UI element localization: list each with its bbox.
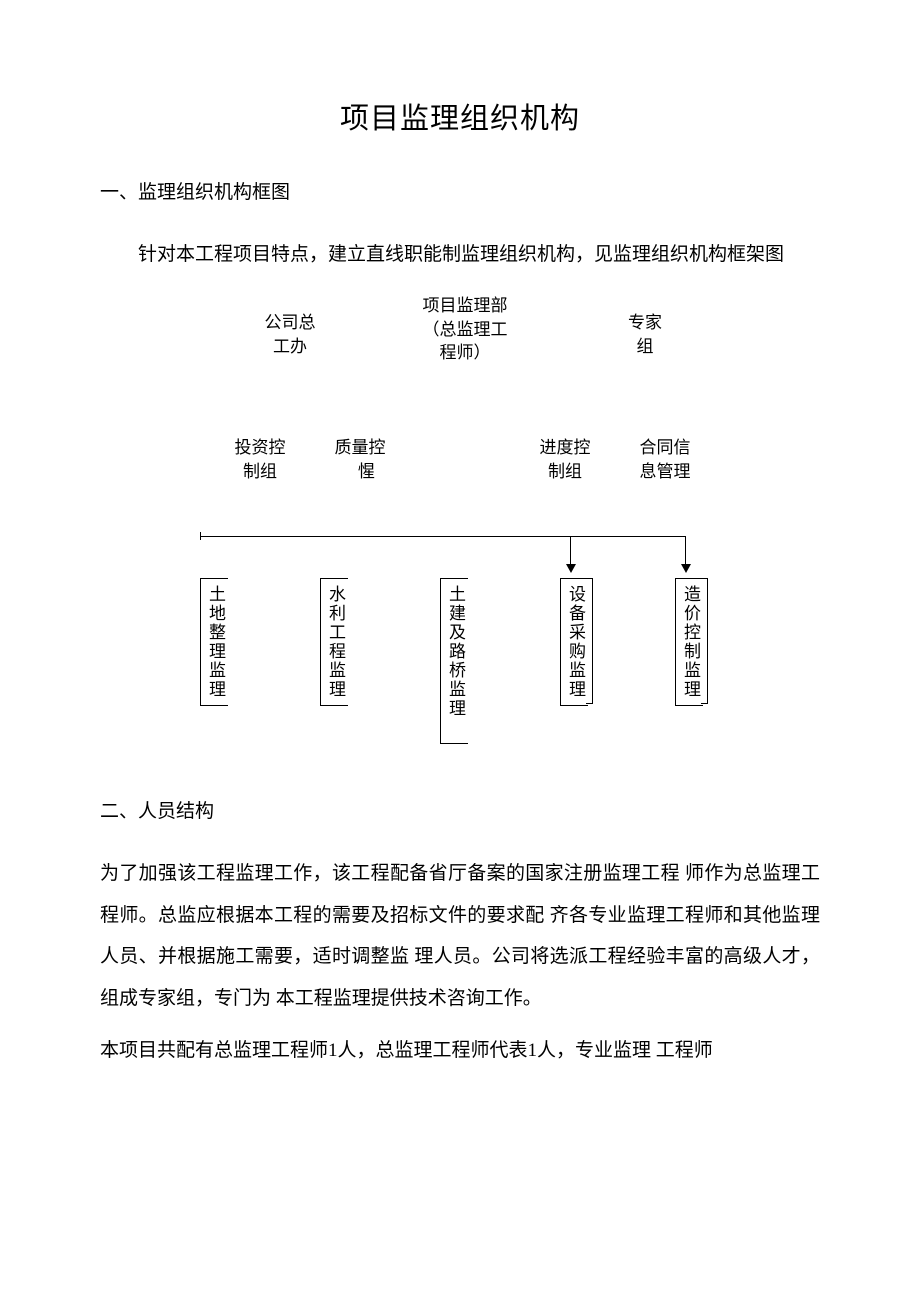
arrow-4 <box>566 564 576 573</box>
node-contract-info: 合同信 息管理 <box>630 436 700 484</box>
connector-horizontal <box>200 536 686 537</box>
section-1-heading: 一、监理组织机构框图 <box>100 177 820 204</box>
connector-drop-4 <box>570 536 571 566</box>
section-2-para-2: 本项目共配有总监理工程师1人，总监理工程师代表1人，专业监理 工程师 <box>100 1030 820 1072</box>
node-equipment-supervision: 设备采购监理 <box>567 585 584 699</box>
node-expert-group: 专家 组 <box>615 311 675 359</box>
node-investment-control: 投资控 制组 <box>225 436 295 484</box>
node-water-supervision: 水利工程监理 <box>327 585 344 699</box>
node-progress-control: 进度控 制组 <box>530 436 600 484</box>
section-1-para: 针对本工程项目特点，建立直线职能制监理组织机构，见监理组织机构框架图 <box>100 234 820 276</box>
section-2-heading: 二、人员结构 <box>100 796 820 823</box>
bracket-5 <box>701 578 708 704</box>
connector-end-left <box>200 532 201 540</box>
node-land-supervision: 土地整理监理 <box>207 585 224 699</box>
page-title: 项目监理组织机构 <box>100 95 820 137</box>
node-company-office: 公司总 工办 <box>250 311 330 359</box>
bracket-4 <box>586 578 593 704</box>
connector-drop-5 <box>685 536 686 566</box>
org-chart: 公司总 工办 项目监理部 （总监理工 程师） 专家 组 投资控 制组 质量控 惺… <box>100 286 820 766</box>
node-quality-control: 质量控 惺 <box>325 436 395 484</box>
node-project-dept: 项目监理部 （总监理工 程师） <box>410 294 520 365</box>
document-page: 项目监理组织机构 一、监理组织机构框图 针对本工程项目特点，建立直线职能制监理组… <box>0 0 920 1301</box>
node-civil-supervision: 土建及路桥监理 <box>447 585 464 718</box>
node-cost-supervision: 造价控制监理 <box>682 585 699 699</box>
section-2-para-1: 为了加强该工程监理工作，该工程配备省厅备案的国家注册监理工程 师作为总监理工程师… <box>100 853 820 1020</box>
arrow-5 <box>681 564 691 573</box>
